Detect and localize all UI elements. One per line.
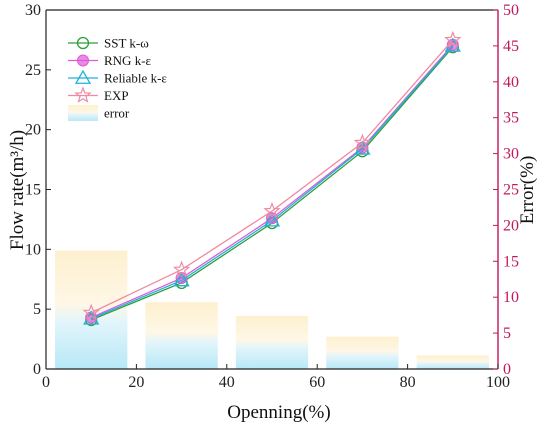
error-bars [55,250,489,369]
y2-tick-label: 25 [503,182,519,199]
error-bar [235,315,309,369]
series-point [353,133,372,151]
legend-marker [76,36,90,50]
series-line [90,45,454,320]
y2-tick-label: 5 [503,325,511,342]
y2-tick-label: 45 [503,38,519,55]
error-bar [326,336,399,369]
legend-label: EXP [104,88,129,103]
y2-tick-label: 30 [503,146,519,163]
x-tick-label: 0 [42,374,50,391]
series-lines [82,30,462,327]
series-line [90,44,454,319]
x-tick-label: 60 [309,374,325,391]
y2-axis-title: Error(%) [517,156,538,225]
legend-marker [77,54,89,67]
y-tick-label: 15 [25,182,41,199]
error-bar [145,302,218,369]
legend-label: SST k-ω [104,36,149,51]
y2-tick-label: 15 [503,253,519,270]
y2-tick-label: 40 [503,74,519,91]
y2-tick-label: 35 [503,110,519,127]
y-tick-label: 20 [25,122,41,139]
y2-tick-label: 0 [503,361,511,378]
y2-tick-label: 10 [503,289,519,306]
y2-tick-label: 20 [503,217,519,234]
axes: 0 20 40 60 80 1000510152025300510152025303540… [25,2,519,391]
series-line [90,46,454,321]
legend-label: error [104,106,130,121]
y-tick-label: 30 [25,2,41,19]
series-point [172,260,191,278]
series-point [263,212,281,227]
legend-marker [74,69,92,84]
legend-marker [74,86,92,103]
series-point [263,201,281,219]
legend: SST k-ω RNG k-ε Reliable k-ε EXP error [68,36,167,121]
x-tick-label: 40 [219,374,235,391]
y-tick-label: 25 [25,62,41,79]
legend-label: RNG k-ε [104,53,152,68]
y2-tick-label: 50 [503,2,519,19]
series-3 [82,30,462,321]
series-point [444,30,462,48]
x-tick-label: 100 [486,374,510,391]
x-tick-label: 20 [128,374,144,391]
y-axis-title: Flow rate(m³/h) [7,130,28,250]
series-point [82,303,100,321]
x-axis-title: Openning(%) [227,402,330,423]
y-tick-label: 5 [33,301,41,318]
y-tick-label: 0 [33,361,41,378]
series-point [173,272,190,287]
x-tick-label: 80 [400,374,416,391]
legend-swatch [68,105,98,121]
y-tick-label: 10 [25,241,41,258]
legend-label: Reliable k-ε [104,71,167,86]
error-bar [416,355,489,369]
series-line [90,39,454,314]
